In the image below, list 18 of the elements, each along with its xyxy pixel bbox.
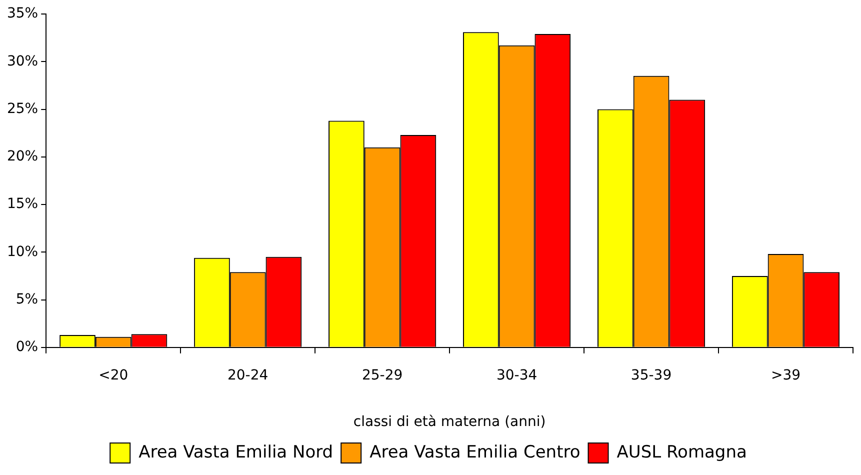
x-tick-label: 30-34 (496, 367, 538, 384)
y-tick-label: 20% (6, 148, 38, 165)
x-tick-label: 35-39 (630, 367, 672, 384)
y-tick-label: 5% (16, 291, 38, 308)
legend-label: AUSL Romagna (616, 442, 747, 462)
x-axis-title: classi di età materna (anni) (353, 414, 546, 430)
y-tick-label: 10% (6, 244, 38, 260)
y-tick-label: 30% (6, 53, 38, 70)
legend-label: Area Vasta Emilia Centro (370, 442, 580, 462)
y-tick-label: 15% (6, 196, 38, 212)
x-tick-label: >39 (770, 367, 801, 384)
x-tick-label: 20-24 (227, 367, 268, 384)
x-tick-label: 25-29 (362, 367, 403, 384)
y-tick-label: 0% (16, 339, 38, 356)
y-tick-label: 35% (6, 6, 38, 22)
legend-label: Area Vasta Emilia Nord (138, 442, 334, 462)
y-tick-label: 25% (6, 100, 38, 117)
x-tick-label: <20 (98, 367, 128, 384)
